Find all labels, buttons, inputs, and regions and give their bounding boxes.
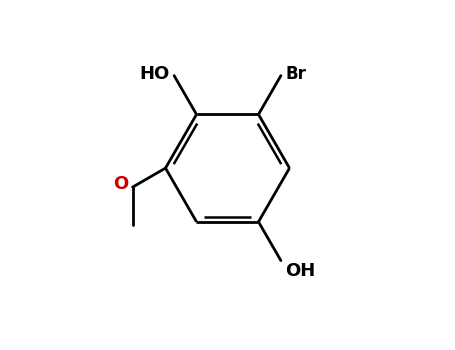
Text: OH: OH xyxy=(285,262,315,280)
Text: Br: Br xyxy=(285,65,306,83)
Text: O: O xyxy=(113,175,128,194)
Text: HO: HO xyxy=(140,65,170,83)
